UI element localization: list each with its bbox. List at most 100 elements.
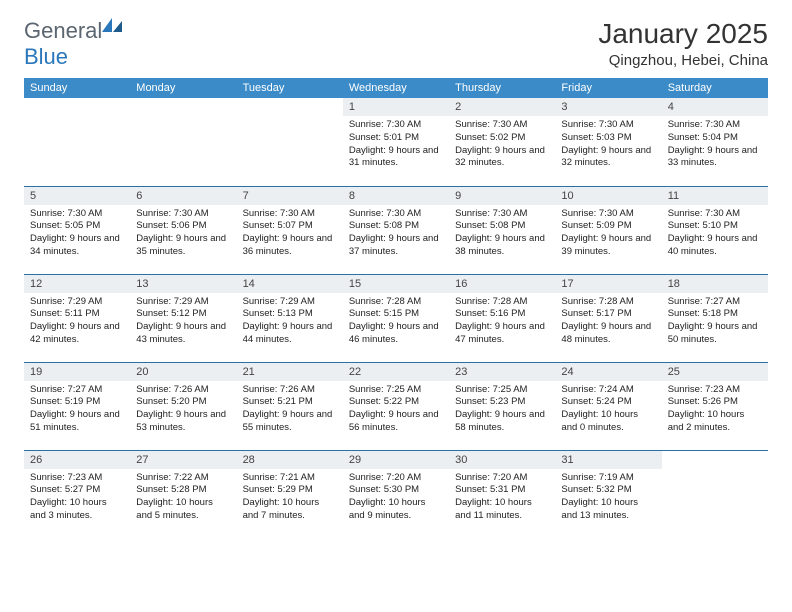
calendar-day-cell: 26Sunrise: 7:23 AMSunset: 5:27 PMDayligh…	[24, 450, 130, 538]
day-number: 21	[237, 363, 343, 381]
day-number: 13	[130, 275, 236, 293]
calendar-day-cell: 9Sunrise: 7:30 AMSunset: 5:08 PMDaylight…	[449, 186, 555, 274]
day-details: Sunrise: 7:28 AMSunset: 5:15 PMDaylight:…	[343, 293, 449, 353]
weekday-header: Wednesday	[343, 78, 449, 98]
calendar-day-cell: 5Sunrise: 7:30 AMSunset: 5:05 PMDaylight…	[24, 186, 130, 274]
day-details: Sunrise: 7:30 AMSunset: 5:10 PMDaylight:…	[662, 205, 768, 265]
weekday-header: Saturday	[662, 78, 768, 98]
title-block: January 2025 Qingzhou, Hebei, China	[598, 18, 768, 69]
day-number: 15	[343, 275, 449, 293]
calendar-day-cell: 16Sunrise: 7:28 AMSunset: 5:16 PMDayligh…	[449, 274, 555, 362]
day-number: 9	[449, 187, 555, 205]
calendar-day-cell: 8Sunrise: 7:30 AMSunset: 5:08 PMDaylight…	[343, 186, 449, 274]
calendar-week-row: 12Sunrise: 7:29 AMSunset: 5:11 PMDayligh…	[24, 274, 768, 362]
day-number: 18	[662, 275, 768, 293]
day-details: Sunrise: 7:26 AMSunset: 5:20 PMDaylight:…	[130, 381, 236, 441]
day-number: 25	[662, 363, 768, 381]
calendar-day-cell: 30Sunrise: 7:20 AMSunset: 5:31 PMDayligh…	[449, 450, 555, 538]
day-details: Sunrise: 7:30 AMSunset: 5:08 PMDaylight:…	[449, 205, 555, 265]
calendar-day-cell: 13Sunrise: 7:29 AMSunset: 5:12 PMDayligh…	[130, 274, 236, 362]
calendar-day-cell: 17Sunrise: 7:28 AMSunset: 5:17 PMDayligh…	[555, 274, 661, 362]
day-number: 3	[555, 98, 661, 116]
calendar-day-cell: 22Sunrise: 7:25 AMSunset: 5:22 PMDayligh…	[343, 362, 449, 450]
day-number: 2	[449, 98, 555, 116]
day-details: Sunrise: 7:27 AMSunset: 5:19 PMDaylight:…	[24, 381, 130, 441]
logo-word-general: General	[24, 18, 102, 43]
day-details: Sunrise: 7:20 AMSunset: 5:31 PMDaylight:…	[449, 469, 555, 529]
calendar-day-cell: 29Sunrise: 7:20 AMSunset: 5:30 PMDayligh…	[343, 450, 449, 538]
day-number: 28	[237, 451, 343, 469]
day-details: Sunrise: 7:30 AMSunset: 5:06 PMDaylight:…	[130, 205, 236, 265]
calendar-day-cell	[130, 98, 236, 186]
calendar-day-cell: 24Sunrise: 7:24 AMSunset: 5:24 PMDayligh…	[555, 362, 661, 450]
logo-word-blue: Blue	[24, 44, 68, 69]
day-details: Sunrise: 7:30 AMSunset: 5:03 PMDaylight:…	[555, 116, 661, 176]
day-number: 31	[555, 451, 661, 469]
day-number: 8	[343, 187, 449, 205]
sail-icon	[102, 12, 124, 38]
calendar-day-cell: 20Sunrise: 7:26 AMSunset: 5:20 PMDayligh…	[130, 362, 236, 450]
weekday-header: Sunday	[24, 78, 130, 98]
calendar-week-row: 26Sunrise: 7:23 AMSunset: 5:27 PMDayligh…	[24, 450, 768, 538]
day-details: Sunrise: 7:29 AMSunset: 5:12 PMDaylight:…	[130, 293, 236, 353]
calendar-day-cell: 1Sunrise: 7:30 AMSunset: 5:01 PMDaylight…	[343, 98, 449, 186]
day-number: 30	[449, 451, 555, 469]
day-number: 27	[130, 451, 236, 469]
calendar-day-cell: 15Sunrise: 7:28 AMSunset: 5:15 PMDayligh…	[343, 274, 449, 362]
calendar-day-cell: 31Sunrise: 7:19 AMSunset: 5:32 PMDayligh…	[555, 450, 661, 538]
day-details: Sunrise: 7:25 AMSunset: 5:22 PMDaylight:…	[343, 381, 449, 441]
day-number: 20	[130, 363, 236, 381]
day-number: 22	[343, 363, 449, 381]
day-details: Sunrise: 7:24 AMSunset: 5:24 PMDaylight:…	[555, 381, 661, 441]
calendar-day-cell: 3Sunrise: 7:30 AMSunset: 5:03 PMDaylight…	[555, 98, 661, 186]
calendar-day-cell: 23Sunrise: 7:25 AMSunset: 5:23 PMDayligh…	[449, 362, 555, 450]
day-number: 5	[24, 187, 130, 205]
day-details: Sunrise: 7:22 AMSunset: 5:28 PMDaylight:…	[130, 469, 236, 529]
day-details: Sunrise: 7:29 AMSunset: 5:11 PMDaylight:…	[24, 293, 130, 353]
calendar-table: SundayMondayTuesdayWednesdayThursdayFrid…	[24, 78, 768, 538]
calendar-week-row: 1Sunrise: 7:30 AMSunset: 5:01 PMDaylight…	[24, 98, 768, 186]
day-number: 23	[449, 363, 555, 381]
day-details: Sunrise: 7:29 AMSunset: 5:13 PMDaylight:…	[237, 293, 343, 353]
day-number: 24	[555, 363, 661, 381]
day-number: 29	[343, 451, 449, 469]
calendar-day-cell	[24, 98, 130, 186]
calendar-week-row: 5Sunrise: 7:30 AMSunset: 5:05 PMDaylight…	[24, 186, 768, 274]
calendar-day-cell: 11Sunrise: 7:30 AMSunset: 5:10 PMDayligh…	[662, 186, 768, 274]
day-details: Sunrise: 7:23 AMSunset: 5:26 PMDaylight:…	[662, 381, 768, 441]
calendar-day-cell: 7Sunrise: 7:30 AMSunset: 5:07 PMDaylight…	[237, 186, 343, 274]
calendar-day-cell: 28Sunrise: 7:21 AMSunset: 5:29 PMDayligh…	[237, 450, 343, 538]
weekday-header: Tuesday	[237, 78, 343, 98]
weekday-header: Thursday	[449, 78, 555, 98]
day-details: Sunrise: 7:30 AMSunset: 5:02 PMDaylight:…	[449, 116, 555, 176]
logo-text: GeneralBlue	[24, 18, 124, 70]
day-details: Sunrise: 7:23 AMSunset: 5:27 PMDaylight:…	[24, 469, 130, 529]
day-details: Sunrise: 7:26 AMSunset: 5:21 PMDaylight:…	[237, 381, 343, 441]
day-number: 1	[343, 98, 449, 116]
day-details: Sunrise: 7:30 AMSunset: 5:09 PMDaylight:…	[555, 205, 661, 265]
calendar-day-cell: 19Sunrise: 7:27 AMSunset: 5:19 PMDayligh…	[24, 362, 130, 450]
calendar-day-cell: 21Sunrise: 7:26 AMSunset: 5:21 PMDayligh…	[237, 362, 343, 450]
weekday-header: Monday	[130, 78, 236, 98]
weekday-header: Friday	[555, 78, 661, 98]
day-details: Sunrise: 7:30 AMSunset: 5:04 PMDaylight:…	[662, 116, 768, 176]
calendar-day-cell: 25Sunrise: 7:23 AMSunset: 5:26 PMDayligh…	[662, 362, 768, 450]
day-number: 19	[24, 363, 130, 381]
calendar-day-cell: 12Sunrise: 7:29 AMSunset: 5:11 PMDayligh…	[24, 274, 130, 362]
day-details: Sunrise: 7:25 AMSunset: 5:23 PMDaylight:…	[449, 381, 555, 441]
month-title: January 2025	[598, 18, 768, 50]
day-number: 6	[130, 187, 236, 205]
day-number: 16	[449, 275, 555, 293]
calendar-day-cell: 27Sunrise: 7:22 AMSunset: 5:28 PMDayligh…	[130, 450, 236, 538]
day-details: Sunrise: 7:30 AMSunset: 5:08 PMDaylight:…	[343, 205, 449, 265]
day-details: Sunrise: 7:27 AMSunset: 5:18 PMDaylight:…	[662, 293, 768, 353]
day-details: Sunrise: 7:28 AMSunset: 5:17 PMDaylight:…	[555, 293, 661, 353]
weekday-header-row: SundayMondayTuesdayWednesdayThursdayFrid…	[24, 78, 768, 98]
day-number: 4	[662, 98, 768, 116]
location: Qingzhou, Hebei, China	[598, 52, 768, 69]
day-details: Sunrise: 7:28 AMSunset: 5:16 PMDaylight:…	[449, 293, 555, 353]
day-number: 7	[237, 187, 343, 205]
header: GeneralBlue January 2025 Qingzhou, Hebei…	[24, 18, 768, 70]
calendar-day-cell: 4Sunrise: 7:30 AMSunset: 5:04 PMDaylight…	[662, 98, 768, 186]
day-number: 17	[555, 275, 661, 293]
